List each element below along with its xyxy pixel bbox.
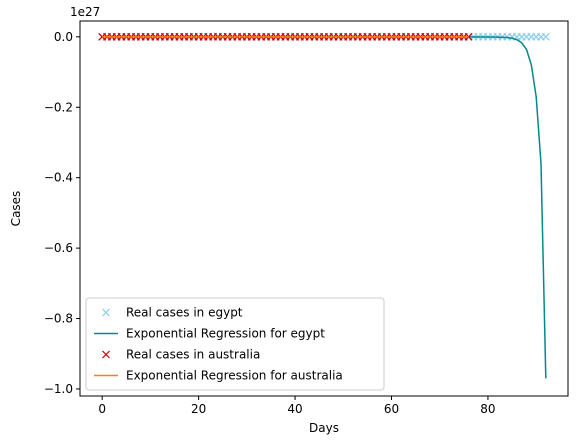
y-tick-label: −0.4 (44, 171, 73, 185)
y-axis: 0.0 −0.2 −0.4 −0.6 −0.8 −1.0 (44, 30, 80, 396)
x-tick-label: 40 (287, 402, 302, 416)
x-tick-label: 80 (480, 402, 495, 416)
y-tick-label: −0.2 (44, 100, 73, 114)
legend-label: Exponential Regression for egypt (126, 327, 325, 341)
legend-label: Real cases in australia (126, 348, 260, 362)
y-tick-label: −0.6 (44, 241, 73, 255)
legend-label: Real cases in egypt (126, 306, 243, 320)
legend-label: Exponential Regression for australia (126, 369, 343, 383)
legend-marker (102, 308, 110, 317)
y-axis-label: Cases (9, 191, 23, 227)
y-tick-label: −1.0 (44, 382, 73, 396)
plot-area (98, 32, 550, 379)
x-tick-label: 0 (98, 402, 106, 416)
legend-marker (102, 350, 110, 359)
y-tick-label: 0.0 (54, 30, 73, 44)
axes-frame (79, 20, 569, 397)
y-tick-label: −0.8 (44, 312, 73, 326)
x-tick-label: 20 (191, 402, 206, 416)
x-axis-label: Days (309, 421, 339, 435)
x-axis: 0 20 40 60 80 (98, 396, 496, 416)
legend-box (85, 297, 385, 391)
x-tick-label: 60 (384, 402, 399, 416)
legend: Real cases in egypt Exponential Regressio… (85, 297, 385, 391)
y-offset-text: 1e27 (70, 5, 100, 19)
data-point (541, 32, 550, 41)
